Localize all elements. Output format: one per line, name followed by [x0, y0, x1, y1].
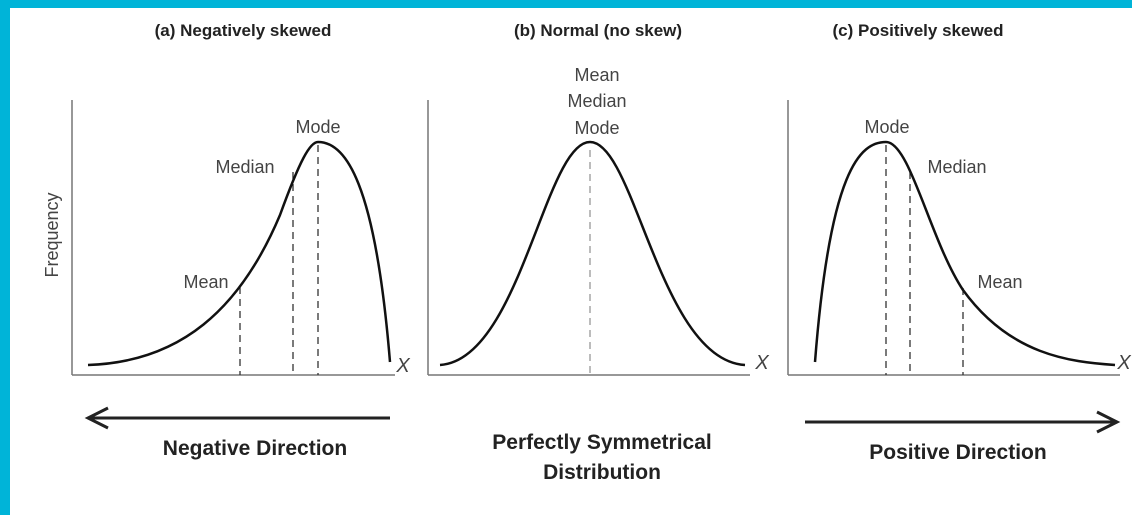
- mode-label: Mode: [864, 117, 909, 137]
- x-label: X: [754, 352, 769, 374]
- mean-label: Mean: [574, 65, 619, 85]
- curve: [813, 140, 1116, 367]
- direction-text: Negative Direction: [163, 437, 347, 460]
- curve: [439, 140, 746, 367]
- x-label: X: [1116, 352, 1131, 374]
- y-axis-label: Frequency: [42, 192, 62, 277]
- median-label: Median: [927, 157, 986, 177]
- curve: [87, 140, 392, 367]
- arrow-head: [1096, 410, 1121, 434]
- arrow-head: [84, 406, 109, 430]
- mode-label: Mode: [295, 117, 340, 137]
- direction-text: Perfectly Symmetrical: [492, 431, 711, 454]
- mean-label: Mean: [183, 272, 228, 292]
- panel-title: (a) Negatively skewed: [155, 21, 332, 40]
- median-label: Median: [567, 91, 626, 111]
- x-label: X: [395, 355, 410, 377]
- mean-label: Mean: [977, 272, 1022, 292]
- median-label: Median: [215, 157, 274, 177]
- panel-title: (b) Normal (no skew): [514, 21, 682, 40]
- direction-text: Distribution: [543, 461, 661, 484]
- direction-text: Positive Direction: [869, 441, 1046, 464]
- mode-label: Mode: [574, 118, 619, 138]
- background: [10, 8, 1132, 515]
- panel-title: (c) Positively skewed: [832, 21, 1003, 40]
